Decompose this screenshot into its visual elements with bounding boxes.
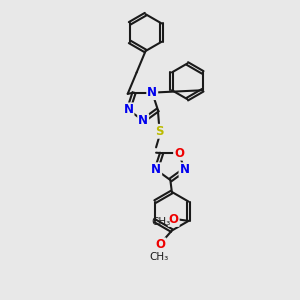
Text: O: O — [169, 213, 179, 226]
Text: N: N — [124, 103, 134, 116]
Text: CH₃: CH₃ — [149, 252, 169, 262]
Text: N: N — [179, 163, 190, 176]
Text: S: S — [155, 125, 163, 138]
Text: CH₃: CH₃ — [152, 217, 171, 227]
Text: O: O — [174, 147, 184, 160]
Text: O: O — [155, 238, 166, 251]
Text: N: N — [138, 114, 148, 127]
Text: N: N — [147, 86, 157, 99]
Text: N: N — [151, 163, 161, 176]
